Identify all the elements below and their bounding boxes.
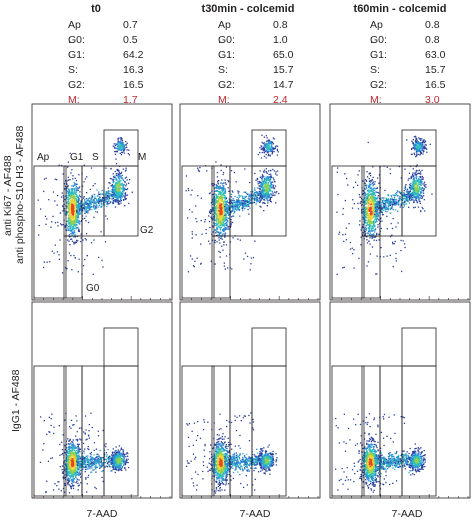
panel-frame [32,104,172,300]
panel-bottom-2 [330,302,470,498]
panel-frame [32,302,172,498]
panel-top-1 [180,104,320,300]
panel-top-0 [32,104,172,300]
gate-label-s: S [92,152,99,163]
gate-label-ap: Ap [37,152,49,163]
x-label-t60: 7-AAD [377,508,437,520]
gate-label-g0: G0 [86,283,99,294]
x-label-t30: 7-AAD [225,508,285,520]
panel-bottom-0 [32,302,172,498]
gate-label-g1: G1 [70,152,83,163]
panel-top-2 [330,104,470,300]
gate-label-m: M [138,152,146,163]
gate-label-g2: G2 [140,225,153,236]
x-label-t0: 7-AAD [72,508,132,520]
panel-frame [330,104,470,300]
panel-bottom-1 [180,302,320,498]
panel-frame [180,302,320,498]
panel-frame [330,302,470,498]
